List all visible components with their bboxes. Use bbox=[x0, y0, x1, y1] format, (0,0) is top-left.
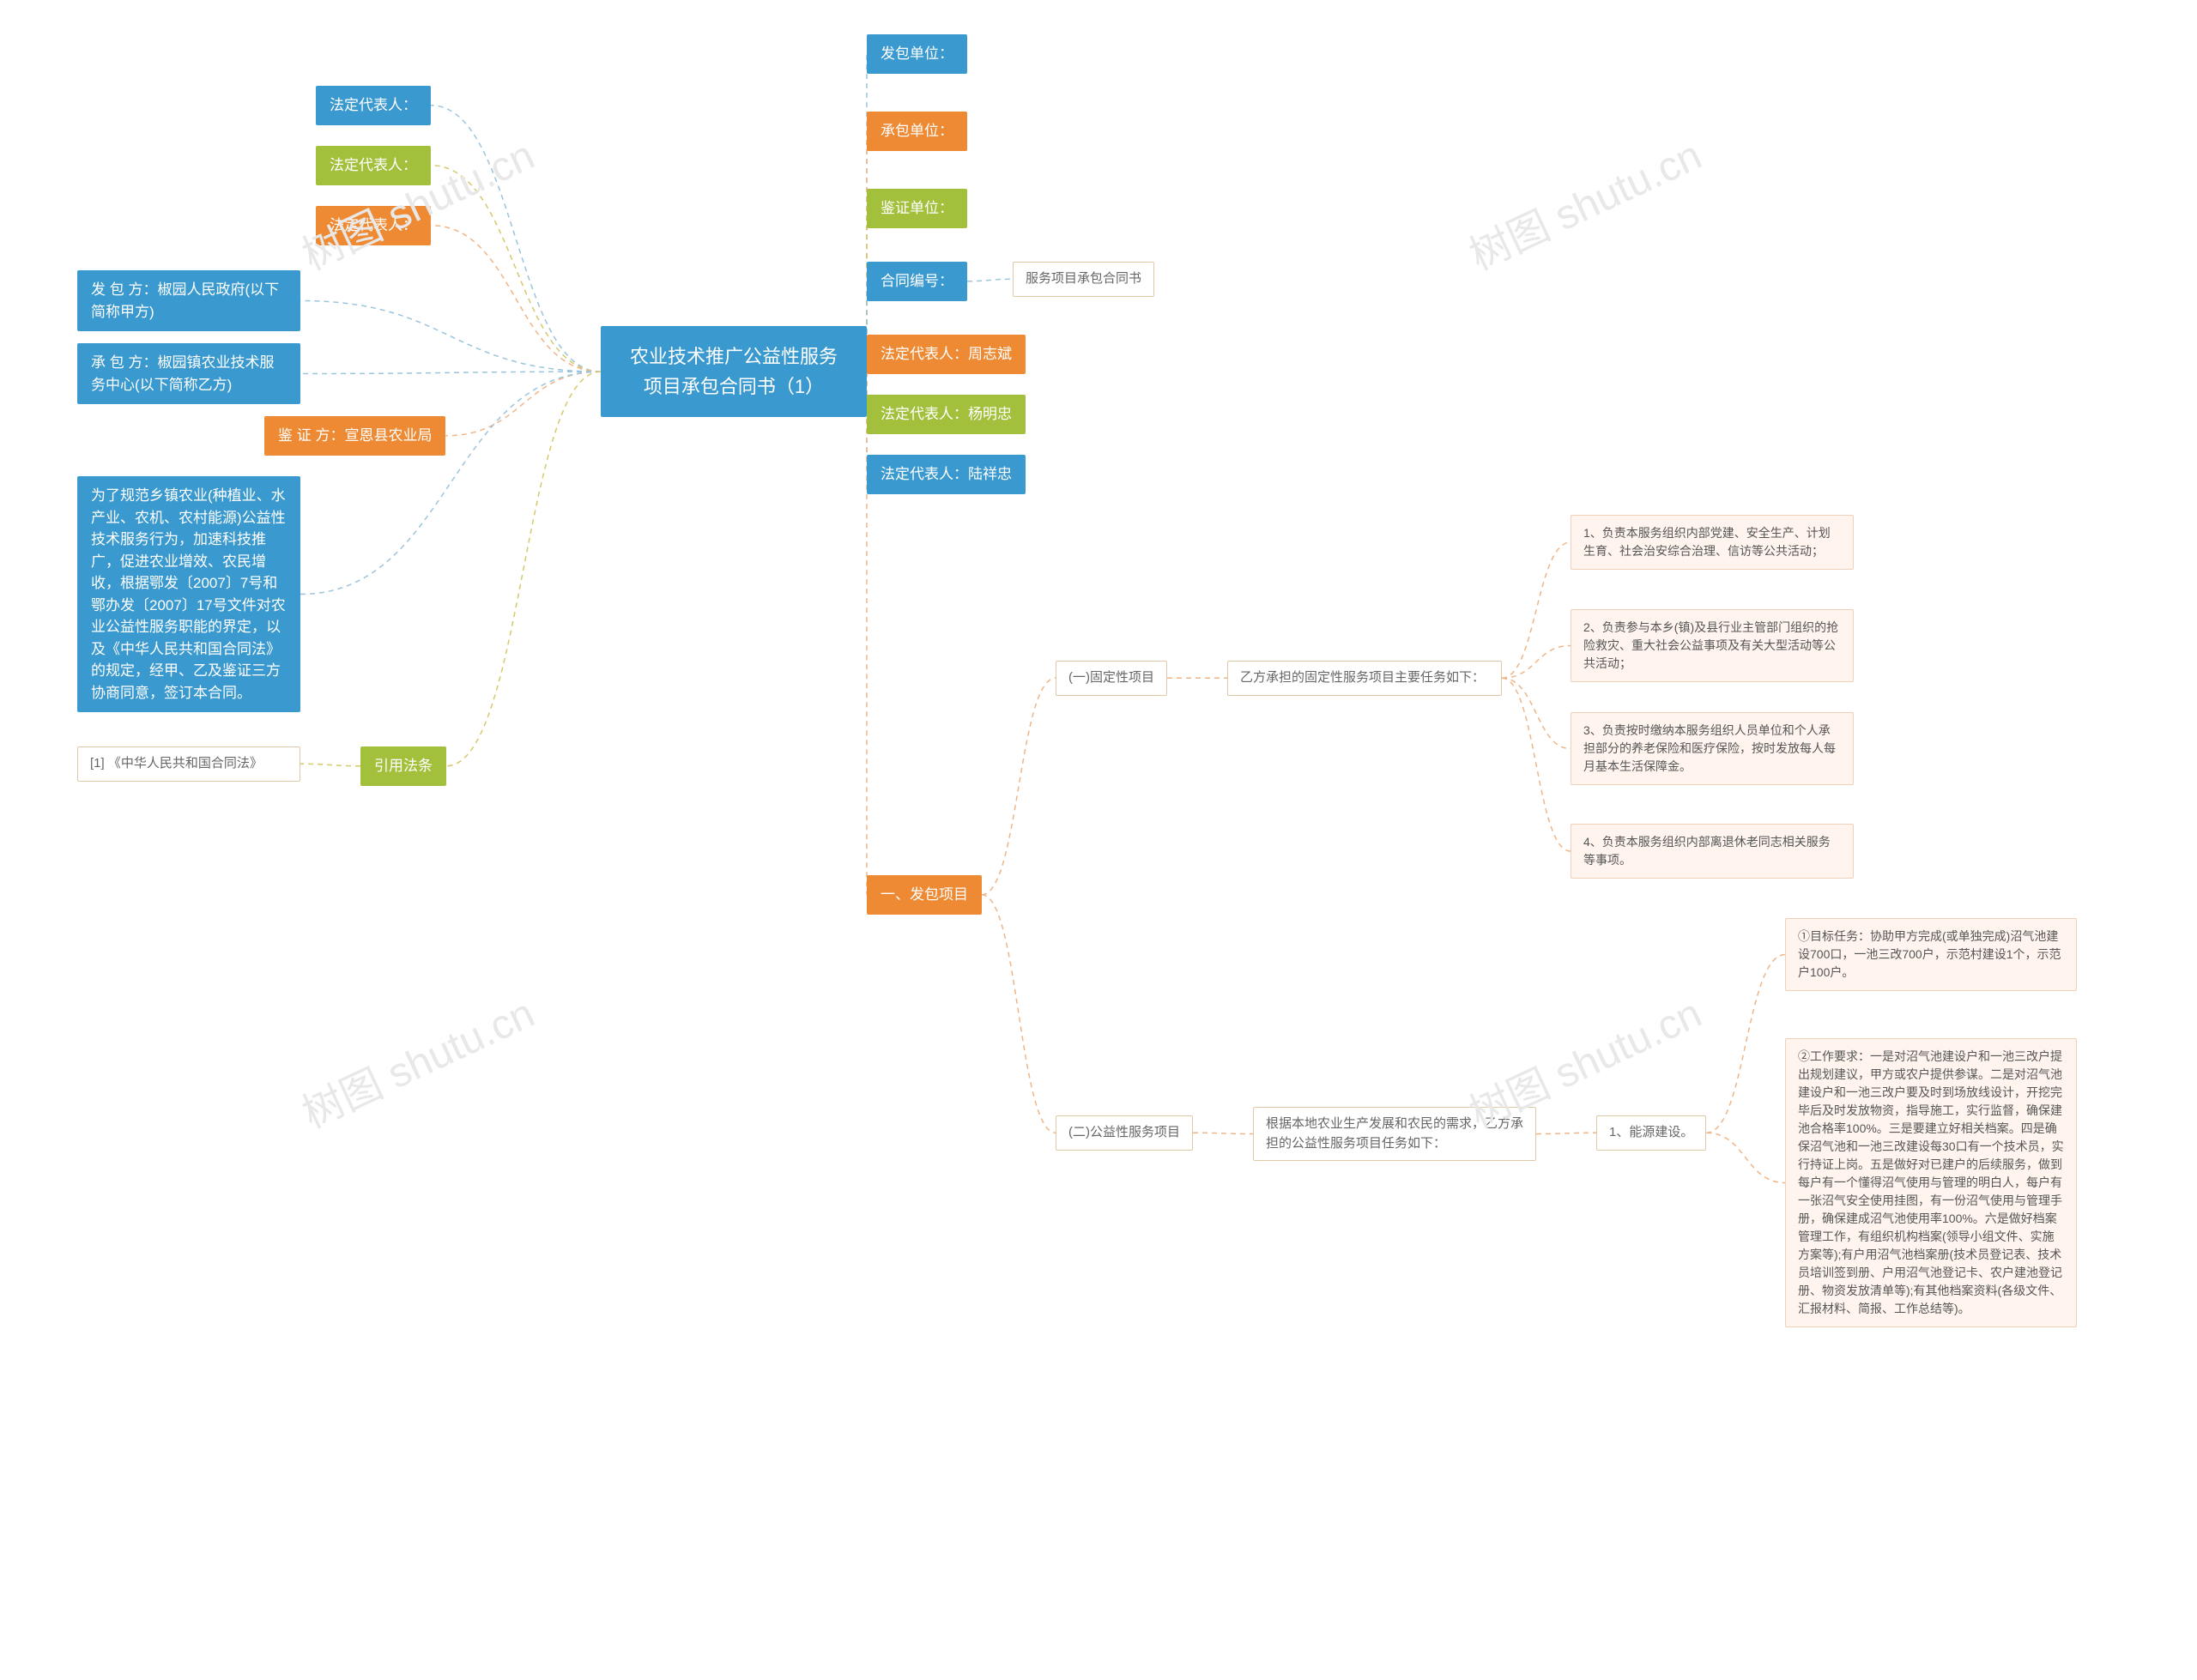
node-label: ①目标任务：协助甲方完成(或单独完成)沼气池建设700口，一池三改700户，示范… bbox=[1798, 929, 2061, 979]
node-label: 法定代表人：杨明忠 bbox=[881, 406, 1012, 422]
mindmap-node[interactable]: [1] 《中华人民共和国合同法》 bbox=[77, 746, 300, 782]
mindmap-node[interactable]: (一)固定性项目 bbox=[1056, 661, 1167, 696]
mindmap-node[interactable]: 1、负责本服务组织内部党建、安全生产、计划生育、社会治安综合治理、信访等公共活动… bbox=[1571, 515, 1854, 570]
node-label: 法定代表人： bbox=[330, 157, 417, 173]
connector bbox=[300, 372, 601, 594]
connector bbox=[1502, 646, 1571, 679]
node-label: 乙方承担的固定性服务项目主要任务如下： bbox=[1240, 670, 1485, 685]
mindmap-node[interactable]: 鉴证单位： bbox=[867, 189, 967, 228]
connector bbox=[431, 226, 601, 372]
connector bbox=[300, 764, 360, 766]
node-label: 法定代表人： bbox=[330, 97, 417, 113]
node-label: 为了规范乡镇农业(种植业、水产业、农机、农村能源)公益性技术服务行为，加速科技推… bbox=[91, 487, 286, 701]
mindmap-node[interactable]: 法定代表人： bbox=[316, 86, 431, 125]
connector bbox=[300, 372, 601, 373]
mindmap-node[interactable]: 发 包 方：椒园人民政府(以下简称甲方) bbox=[77, 270, 300, 331]
mindmap-node[interactable]: 服务项目承包合同书 bbox=[1013, 262, 1154, 297]
mindmap-node[interactable]: 4、负责本服务组织内部离退休老同志相关服务等事项。 bbox=[1571, 824, 1854, 879]
mindmap-node[interactable]: 1、能源建设。 bbox=[1596, 1115, 1706, 1151]
mindmap-node[interactable]: 2、负责参与本乡(镇)及县行业主管部门组织的抢险救灾、重大社会公益事项及有关大型… bbox=[1571, 609, 1854, 682]
mindmap-node[interactable]: 承包单位： bbox=[867, 112, 967, 151]
connector bbox=[300, 301, 601, 372]
node-label: 1、负责本服务组织内部党建、安全生产、计划生育、社会治安综合治理、信访等公共活动… bbox=[1583, 526, 1831, 558]
mindmap-center-node[interactable]: 农业技术推广公益性服务 项目承包合同书（1） bbox=[601, 326, 867, 417]
node-label: 法定代表人：周志斌 bbox=[881, 346, 1012, 362]
mindmap-node[interactable]: 法定代表人：陆祥忠 bbox=[867, 455, 1026, 494]
node-label: 一、发包项目 bbox=[881, 886, 968, 903]
mindmap-node[interactable]: 根据本地农业生产发展和农民的需求，乙方承担的公益性服务项目任务如下： bbox=[1253, 1107, 1536, 1161]
node-label: 鉴证单位： bbox=[881, 200, 953, 216]
node-label: 承 包 方：椒园镇农业技术服务中心(以下简称乙方) bbox=[91, 354, 274, 393]
connector bbox=[1502, 678, 1571, 851]
mindmap-node[interactable]: 法定代表人： bbox=[316, 146, 431, 185]
connector bbox=[445, 372, 601, 436]
connector bbox=[1502, 542, 1571, 678]
node-label: 合同编号： bbox=[881, 273, 953, 289]
node-label: 发 包 方：椒园人民政府(以下简称甲方) bbox=[91, 281, 279, 320]
mindmap-node[interactable]: 为了规范乡镇农业(种植业、水产业、农机、农村能源)公益性技术服务行为，加速科技推… bbox=[77, 476, 300, 712]
mindmap-node[interactable]: 一、发包项目 bbox=[867, 875, 982, 915]
node-label: 4、负责本服务组织内部离退休老同志相关服务等事项。 bbox=[1583, 835, 1831, 867]
node-label: 法定代表人： bbox=[330, 217, 417, 233]
mindmap-node[interactable]: 引用法条 bbox=[360, 746, 446, 786]
connector bbox=[982, 678, 1056, 895]
node-label: 3、负责按时缴纳本服务组织人员单位和个人承担部分的养老保险和医疗保险，按时发放每… bbox=[1583, 723, 1836, 773]
node-label: (一)固定性项目 bbox=[1068, 670, 1154, 685]
connector bbox=[446, 372, 601, 766]
mindmap-node[interactable]: 法定代表人：杨明忠 bbox=[867, 395, 1026, 434]
mindmap-node[interactable]: 3、负责按时缴纳本服务组织人员单位和个人承担部分的养老保险和医疗保险，按时发放每… bbox=[1571, 712, 1854, 785]
mindmap-node[interactable]: 承 包 方：椒园镇农业技术服务中心(以下简称乙方) bbox=[77, 343, 300, 404]
connector-layer bbox=[0, 0, 2197, 1680]
node-label: ②工作要求：一是对沼气池建设户和一池三改户提出规划建议，甲方或农户提供参谋。二是… bbox=[1798, 1049, 2064, 1315]
mindmap-node[interactable]: 发包单位： bbox=[867, 34, 967, 74]
mindmap-node[interactable]: 乙方承担的固定性服务项目主要任务如下： bbox=[1227, 661, 1502, 696]
node-label: [1] 《中华人民共和国合同法》 bbox=[90, 756, 263, 771]
mindmap-node[interactable]: 法定代表人： bbox=[316, 206, 431, 245]
node-label: 法定代表人：陆祥忠 bbox=[881, 466, 1012, 482]
connector bbox=[1706, 955, 1785, 1133]
node-label: 发包单位： bbox=[881, 45, 953, 62]
node-label: 鉴 证 方：宣恩县农业局 bbox=[278, 427, 432, 444]
node-label: 根据本地农业生产发展和农民的需求，乙方承担的公益性服务项目任务如下： bbox=[1266, 1116, 1523, 1151]
node-label: 引用法条 bbox=[374, 758, 433, 774]
node-label: 1、能源建设。 bbox=[1609, 1125, 1693, 1139]
mindmap-node[interactable]: 合同编号： bbox=[867, 262, 967, 301]
mindmap-node[interactable]: 鉴 证 方：宣恩县农业局 bbox=[264, 416, 445, 456]
mindmap-node[interactable]: ②工作要求：一是对沼气池建设户和一池三改户提出规划建议，甲方或农户提供参谋。二是… bbox=[1785, 1038, 2077, 1327]
mindmap-node[interactable]: ①目标任务：协助甲方完成(或单独完成)沼气池建设700口，一池三改700户，示范… bbox=[1785, 918, 2077, 991]
connector bbox=[431, 106, 601, 372]
node-label: (二)公益性服务项目 bbox=[1068, 1125, 1180, 1139]
mindmap-node[interactable]: (二)公益性服务项目 bbox=[1056, 1115, 1193, 1151]
node-label: 服务项目承包合同书 bbox=[1026, 271, 1141, 286]
node-label: 承包单位： bbox=[881, 123, 953, 139]
watermark: 树图 shutu.cn bbox=[1458, 122, 1710, 281]
connector bbox=[982, 895, 1056, 1133]
node-label: 农业技术推广公益性服务 项目承包合同书（1） bbox=[630, 346, 838, 397]
connector bbox=[967, 279, 1013, 281]
mindmap-node[interactable]: 法定代表人：周志斌 bbox=[867, 335, 1026, 374]
connector bbox=[431, 166, 601, 372]
node-label: 2、负责参与本乡(镇)及县行业主管部门组织的抢险救灾、重大社会公益事项及有关大型… bbox=[1583, 620, 1838, 670]
connector bbox=[1706, 1133, 1785, 1182]
watermark: 树图 shutu.cn bbox=[291, 980, 542, 1139]
connector bbox=[1502, 678, 1571, 748]
